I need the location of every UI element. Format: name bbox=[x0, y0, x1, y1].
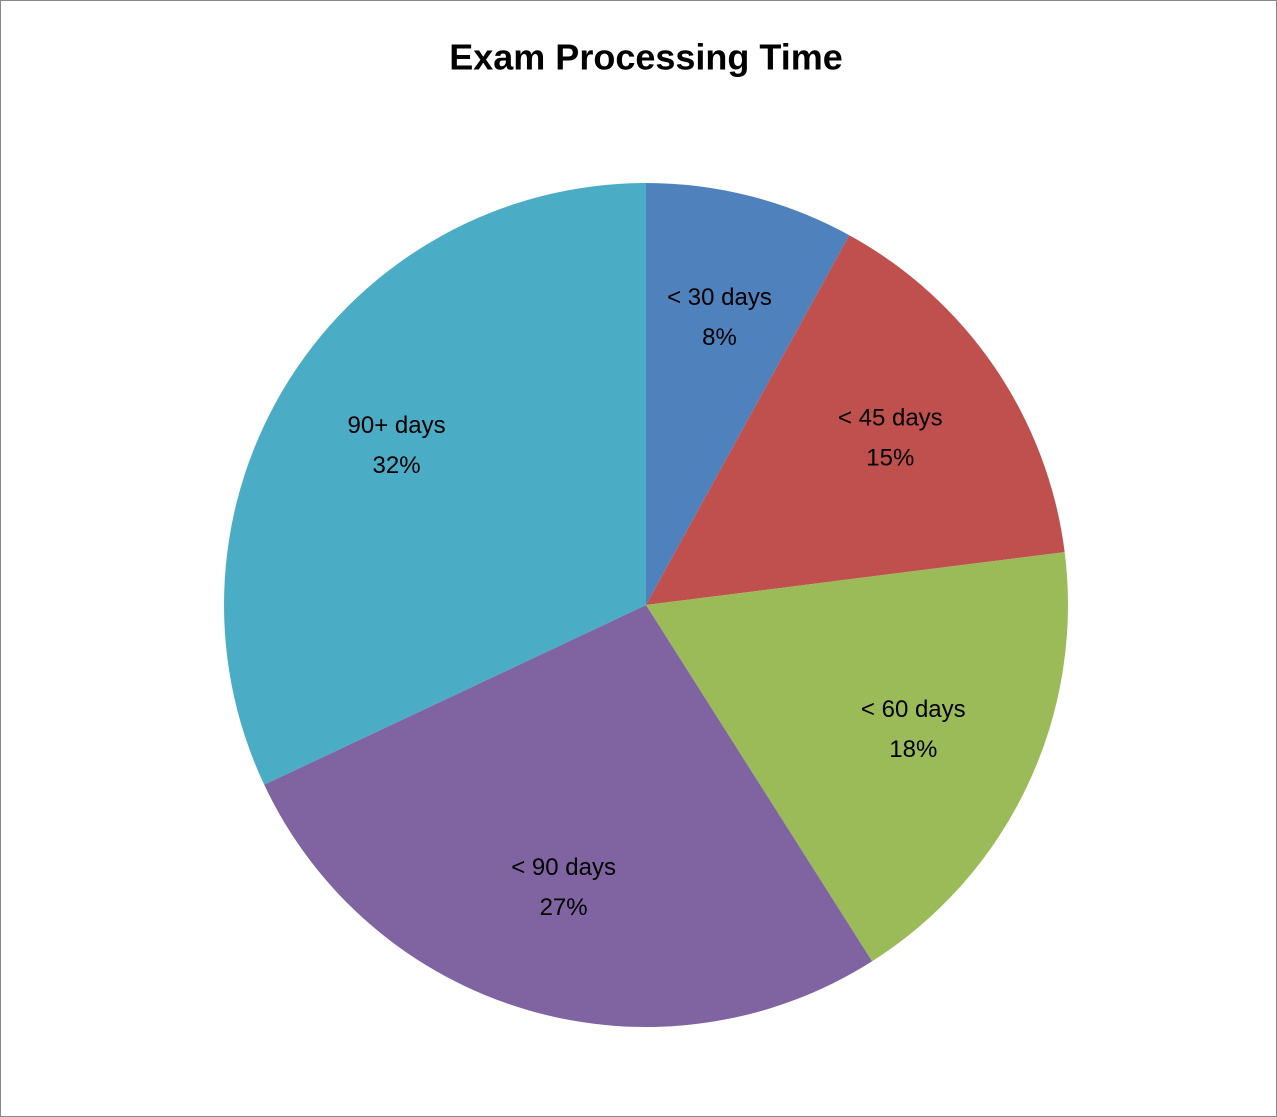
slice-category-label: < 60 days bbox=[861, 696, 966, 723]
pie-slice bbox=[646, 235, 1065, 605]
slice-category-label: < 30 days bbox=[667, 284, 772, 311]
slice-value-label: 15% bbox=[866, 444, 914, 471]
slice-category-label: < 90 days bbox=[511, 854, 616, 881]
slice-value-label: 8% bbox=[702, 324, 737, 351]
slice-category-label: 90+ days bbox=[348, 412, 446, 439]
pie-slice bbox=[224, 183, 646, 785]
pie-slice bbox=[646, 552, 1068, 962]
slice-value-label: 27% bbox=[540, 894, 588, 921]
pie-slice bbox=[646, 183, 850, 605]
slice-category-label: < 45 days bbox=[838, 404, 943, 431]
slice-value-label: 18% bbox=[889, 736, 937, 763]
pie-slice bbox=[264, 605, 873, 1027]
slice-value-label: 32% bbox=[373, 452, 421, 479]
chart-title: Exam Processing Time bbox=[449, 37, 843, 78]
